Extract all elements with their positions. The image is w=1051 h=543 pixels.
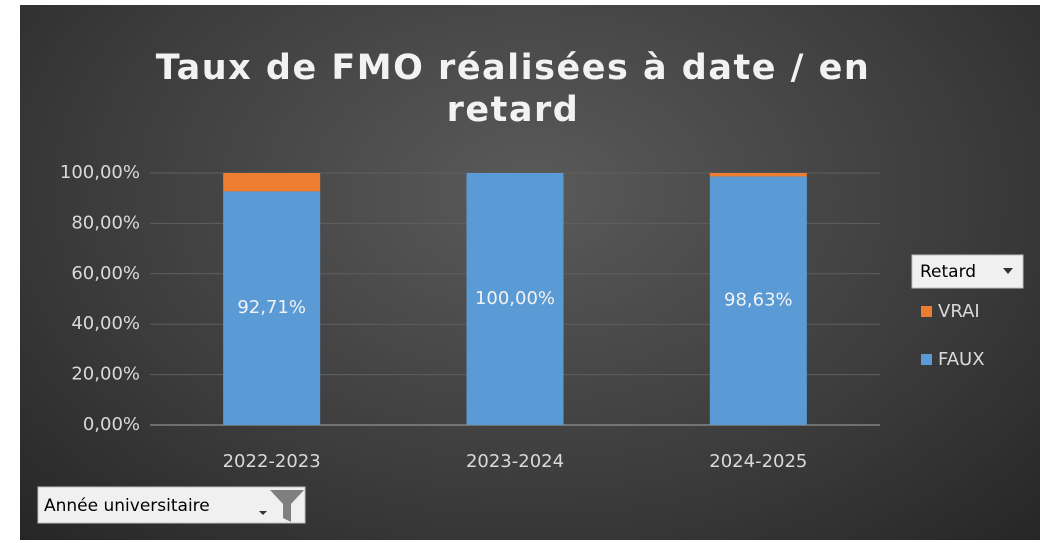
x-tick-label: 2022-2023 (223, 451, 321, 472)
chart-title: Taux de FMO réalisées à date / en retard (155, 48, 871, 130)
bar-segment (709, 173, 807, 177)
x-tick-label: 2023-2024 (466, 451, 564, 472)
dropdown-arrow (259, 511, 267, 515)
data-label: 92,71% (237, 297, 306, 318)
bar-segment (466, 173, 564, 425)
y-tick-label: 60,00% (71, 263, 140, 284)
legend-filter-button[interactable] (911, 254, 1024, 289)
legend-swatch (921, 354, 932, 365)
legend-swatch (921, 306, 932, 317)
x-tick-label: 2024-2025 (709, 451, 807, 472)
dropdown-arrow (1003, 268, 1013, 274)
y-tick-label: 40,00% (71, 313, 140, 334)
data-label: 100,00% (475, 288, 555, 309)
bar-segment (223, 173, 321, 192)
y-tick-label: 100,00% (60, 162, 140, 183)
legend-title: Retard (920, 262, 976, 282)
filter-icon (270, 490, 304, 522)
y-tick-label: 80,00% (71, 212, 140, 233)
axis-field-label: Année universitaire (44, 496, 210, 516)
y-tick-label: 0,00% (83, 414, 140, 435)
legend-label: VRAI (938, 301, 980, 322)
y-tick-label: 20,00% (71, 364, 140, 385)
bar-segment (709, 176, 807, 425)
bar-segment (223, 191, 321, 425)
data-label: 98,63% (724, 290, 793, 311)
axis-field-button[interactable] (37, 486, 306, 524)
legend-label: FAUX (938, 349, 985, 370)
